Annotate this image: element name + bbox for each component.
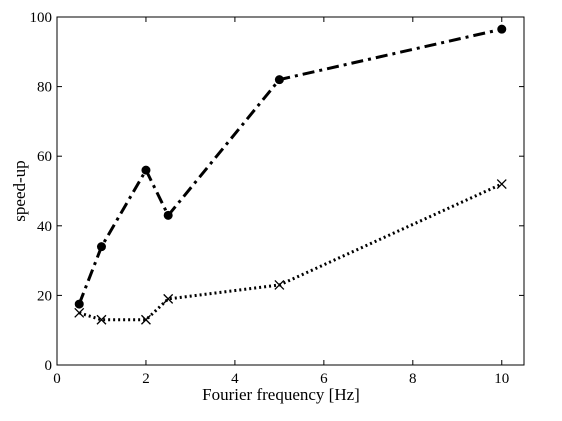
data-point xyxy=(74,299,84,309)
y-tick-label: 80 xyxy=(37,80,52,96)
data-point xyxy=(274,280,285,290)
data-point xyxy=(141,165,151,175)
data-point xyxy=(274,75,284,85)
series-1 xyxy=(74,24,507,309)
data-point xyxy=(96,242,106,252)
series-line xyxy=(78,182,503,322)
data-point xyxy=(140,314,151,325)
x-tick-label: 2 xyxy=(142,371,150,387)
data-point xyxy=(497,24,507,34)
x-axis-label: Fourier frequency [Hz] xyxy=(202,385,360,404)
y-tick-label: 20 xyxy=(37,288,52,304)
series-2 xyxy=(74,179,507,325)
data-point xyxy=(163,210,173,220)
x-tick-label: 0 xyxy=(53,371,61,387)
data-point xyxy=(496,179,507,189)
y-tick-label: 60 xyxy=(37,149,52,165)
y-tick-label: 100 xyxy=(30,10,53,26)
y-tick-label: 0 xyxy=(45,358,53,374)
y-axis-label: speed-up xyxy=(10,160,29,221)
data-point xyxy=(74,307,85,318)
x-tick-label: 10 xyxy=(494,371,509,387)
plot-area xyxy=(56,16,525,366)
series-layer xyxy=(74,24,507,325)
data-point xyxy=(163,293,174,304)
x-tick-label: 8 xyxy=(409,371,417,387)
series-line xyxy=(77,27,503,305)
x-tick-label: 4 xyxy=(231,371,239,387)
y-tick-label: 40 xyxy=(37,219,52,235)
x-tick-label: 6 xyxy=(320,371,328,387)
data-point xyxy=(96,314,107,325)
